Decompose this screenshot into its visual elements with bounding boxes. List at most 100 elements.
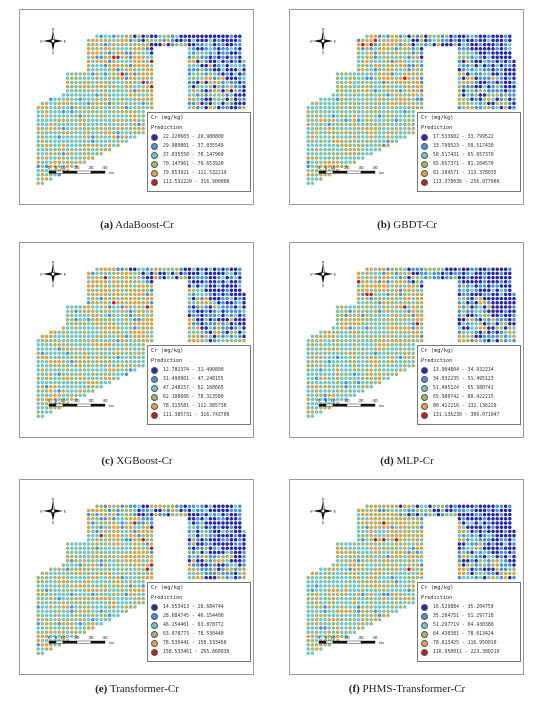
prediction-cell <box>137 580 141 584</box>
prediction-cell <box>187 63 192 68</box>
prediction-cell <box>204 47 208 51</box>
legend-c: Cr (mg/kg) Prediction 12.782374 - 31.490… <box>147 345 251 425</box>
prediction-cell <box>91 601 95 605</box>
prediction-cell <box>221 330 225 334</box>
prediction-cell <box>217 504 221 508</box>
prediction-cell <box>137 326 141 330</box>
prediction-cell <box>196 546 200 550</box>
prediction-cell <box>103 330 108 334</box>
prediction-cell <box>128 309 133 313</box>
prediction-cell <box>344 72 348 76</box>
prediction-cell <box>208 34 213 38</box>
prediction-cell <box>86 84 91 89</box>
prediction-cell <box>340 330 344 334</box>
prediction-cell <box>352 76 357 80</box>
prediction-cell <box>57 135 61 139</box>
prediction-cell <box>310 351 315 355</box>
prediction-cell <box>78 313 82 318</box>
prediction-cell <box>133 517 137 521</box>
prediction-cell <box>124 101 129 106</box>
prediction-cell <box>120 575 124 580</box>
prediction-cell <box>306 406 310 410</box>
prediction-cell <box>82 305 87 309</box>
prediction-cell <box>133 584 137 588</box>
prediction-cell <box>200 51 204 55</box>
prediction-cell <box>386 34 390 38</box>
prediction-cell <box>166 267 171 271</box>
prediction-cell <box>229 72 234 76</box>
prediction-cell <box>394 313 399 318</box>
prediction-cell <box>487 34 491 38</box>
prediction-cell <box>78 364 82 368</box>
prediction-cell <box>57 630 61 634</box>
prediction-cell <box>208 338 213 343</box>
prediction-cell <box>36 114 40 118</box>
prediction-cell <box>310 118 315 122</box>
prediction-cell <box>91 538 95 542</box>
prediction-cell <box>65 152 70 156</box>
prediction-cell <box>116 122 120 127</box>
prediction-cell <box>74 554 78 559</box>
prediction-cell <box>327 143 331 148</box>
prediction-cell <box>145 554 150 559</box>
prediction-cell <box>233 525 238 529</box>
prediction-cell <box>221 563 225 567</box>
prediction-cell <box>335 322 340 326</box>
prediction-cell <box>221 504 225 508</box>
prediction-cell <box>95 101 99 106</box>
prediction-cell <box>95 347 99 351</box>
prediction-cell <box>133 575 137 580</box>
prediction-cell <box>474 508 478 513</box>
legend-range-label: 79.653921 - 111.532219 <box>163 171 227 176</box>
prediction-cell <box>415 63 420 68</box>
prediction-cell <box>191 563 196 567</box>
prediction-cell <box>238 533 242 538</box>
prediction-cell <box>233 538 238 542</box>
prediction-cell <box>141 343 145 347</box>
prediction-cell <box>86 322 91 326</box>
compass-e-label: E <box>334 40 336 44</box>
prediction-cell <box>440 275 445 280</box>
prediction-cell <box>128 575 133 580</box>
prediction-cell <box>95 97 99 101</box>
prediction-cell <box>70 72 74 76</box>
prediction-cell <box>331 389 336 393</box>
prediction-cell <box>348 326 352 330</box>
prediction-cell <box>411 51 415 55</box>
prediction-cell <box>133 42 137 47</box>
prediction-cell <box>457 334 462 339</box>
prediction-cell <box>133 338 137 343</box>
prediction-cell <box>407 80 411 85</box>
prediction-cell <box>373 296 378 301</box>
prediction-cell <box>78 630 82 634</box>
prediction-cell <box>331 97 336 101</box>
prediction-cell <box>70 122 74 127</box>
prediction-cell <box>78 322 82 326</box>
prediction-cell <box>369 63 373 68</box>
prediction-cell <box>373 131 378 135</box>
prediction-cell <box>225 84 229 89</box>
prediction-cell <box>470 338 474 343</box>
prediction-cell <box>356 93 361 97</box>
prediction-cell <box>145 309 150 313</box>
prediction-cell <box>415 322 420 326</box>
prediction-cell <box>57 338 61 343</box>
prediction-cell <box>369 326 373 330</box>
prediction-cell <box>411 280 415 284</box>
prediction-cell <box>112 525 116 529</box>
prediction-cell <box>474 512 478 517</box>
prediction-cell <box>61 397 66 402</box>
prediction-cell <box>137 42 141 47</box>
prediction-cell <box>512 330 516 334</box>
prediction-cell <box>319 380 323 385</box>
prediction-cell <box>348 338 352 343</box>
prediction-cell <box>306 156 310 160</box>
prediction-cell <box>365 63 369 68</box>
prediction-cell <box>49 584 53 588</box>
prediction-cell <box>70 372 74 376</box>
prediction-cell <box>154 42 158 47</box>
prediction-cell <box>86 622 91 626</box>
prediction-cell <box>36 126 40 131</box>
prediction-cell <box>112 504 116 508</box>
prediction-cell <box>407 34 411 38</box>
